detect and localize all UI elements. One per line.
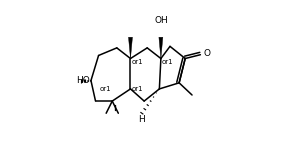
Text: or1: or1 [132,86,143,92]
Text: or1: or1 [162,59,174,65]
Polygon shape [159,37,163,59]
Text: OH: OH [154,16,168,25]
Text: H: H [138,115,144,124]
Text: O: O [204,49,211,59]
Text: or1: or1 [100,86,112,92]
Polygon shape [129,37,133,59]
Text: or1: or1 [132,59,143,65]
Text: HO: HO [76,76,89,85]
